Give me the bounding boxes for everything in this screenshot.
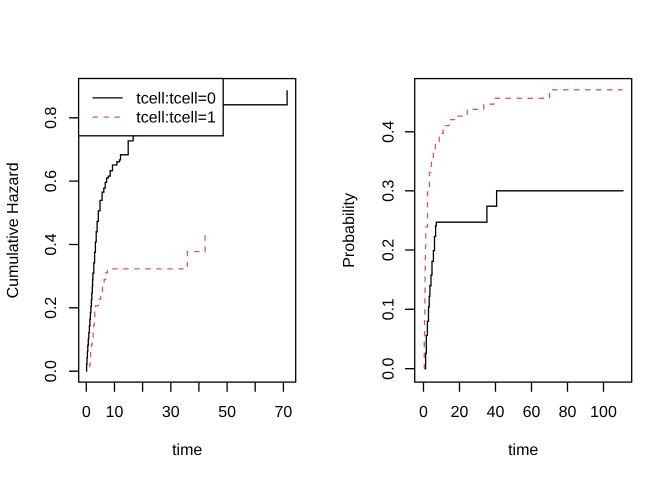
svg-text:0.4: 0.4 [380, 121, 397, 143]
svg-text:0.2: 0.2 [43, 297, 60, 319]
svg-text:0.3: 0.3 [380, 180, 397, 202]
svg-text:0.8: 0.8 [43, 107, 60, 129]
svg-text:tcell:tcell=1: tcell:tcell=1 [136, 110, 216, 127]
svg-text:50: 50 [218, 404, 236, 421]
svg-text:0: 0 [82, 404, 91, 421]
svg-text:40: 40 [487, 404, 505, 421]
svg-text:time: time [508, 442, 538, 459]
svg-text:0.4: 0.4 [43, 233, 60, 255]
svg-text:time: time [172, 442, 202, 459]
svg-text:30: 30 [162, 404, 180, 421]
svg-text:80: 80 [559, 404, 577, 421]
svg-text:tcell:tcell=0: tcell:tcell=0 [136, 91, 216, 108]
svg-text:0: 0 [419, 404, 428, 421]
svg-text:0.0: 0.0 [380, 357, 397, 379]
svg-text:10: 10 [106, 404, 124, 421]
svg-text:0.0: 0.0 [43, 360, 60, 382]
svg-text:20: 20 [451, 404, 469, 421]
svg-text:70: 70 [275, 404, 293, 421]
svg-text:100: 100 [590, 404, 617, 421]
svg-text:0.2: 0.2 [380, 239, 397, 261]
svg-text:0.6: 0.6 [43, 170, 60, 192]
svg-text:Cumulative Hazard: Cumulative Hazard [5, 162, 22, 298]
svg-text:60: 60 [523, 404, 541, 421]
svg-text:0.1: 0.1 [380, 298, 397, 320]
svg-text:Probability: Probability [341, 193, 358, 268]
